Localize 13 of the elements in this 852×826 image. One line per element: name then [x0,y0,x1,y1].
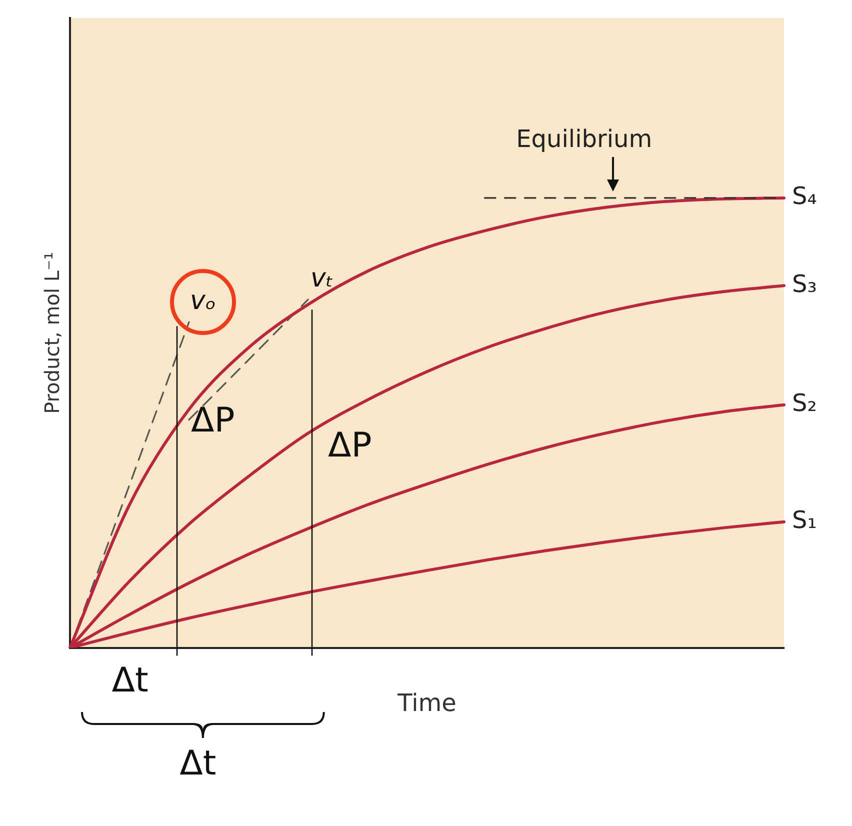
series-label: S₂ [792,389,817,418]
series-label: S₁ [792,506,817,534]
ref-line-label: Equilibrium [516,125,652,154]
annotation: ΔP [191,400,235,441]
series-label: S₄ [792,182,817,210]
annotation: ΔP [328,425,372,466]
text: Δt [112,660,148,701]
annotation: vₜ [310,263,334,294]
text: Δt [180,744,216,784]
series-label: S₃ [792,270,817,298]
x-axis-title: Time [396,688,456,717]
y-axis-title: Product, mol L⁻¹ [40,252,64,414]
annotation: vₒ [190,286,216,316]
